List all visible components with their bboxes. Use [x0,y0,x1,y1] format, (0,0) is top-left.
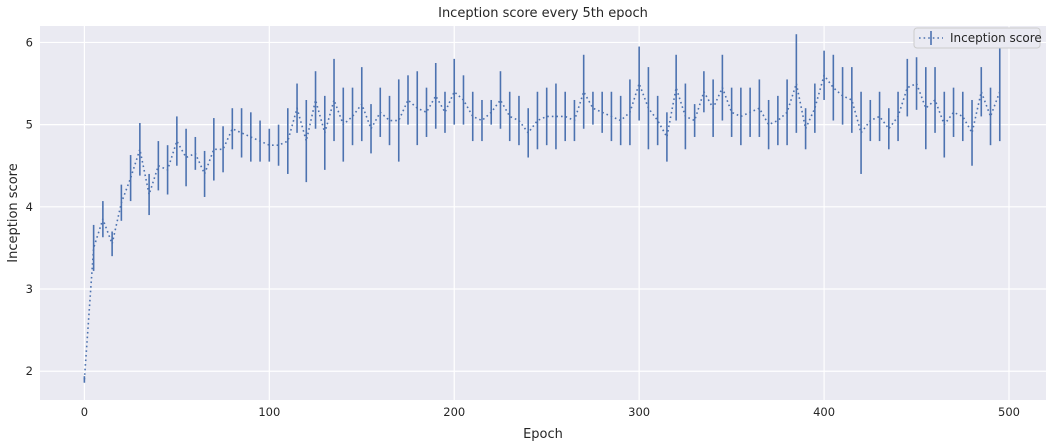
x-tick-label: 500 [998,405,1020,419]
y-tick-label: 2 [26,364,33,378]
plot-background [40,26,1046,400]
tick-labels: 0 100 200 300 400 500 2 3 4 5 6 [26,35,1020,419]
x-tick-label: 300 [628,405,650,419]
series-inception-score [83,34,1001,383]
x-tick-label: 400 [813,405,835,419]
chart-title: Inception score every 5th epoch [438,6,648,21]
y-tick-label: 4 [26,200,33,214]
x-axis-label: Epoch [523,427,563,442]
legend-label-inception-score: Inception score [950,31,1042,45]
y-tick-label: 6 [26,35,33,49]
y-tick-label: 5 [26,118,33,132]
y-tick-label: 3 [26,282,33,296]
legend-box [913,27,1041,49]
x-tick-label: 0 [81,405,88,419]
grid [40,26,1046,400]
y-axis-label: Inception score [6,163,21,262]
x-tick-label: 200 [443,405,465,419]
legend: Inception score [913,27,1042,49]
x-tick-label: 100 [258,405,280,419]
